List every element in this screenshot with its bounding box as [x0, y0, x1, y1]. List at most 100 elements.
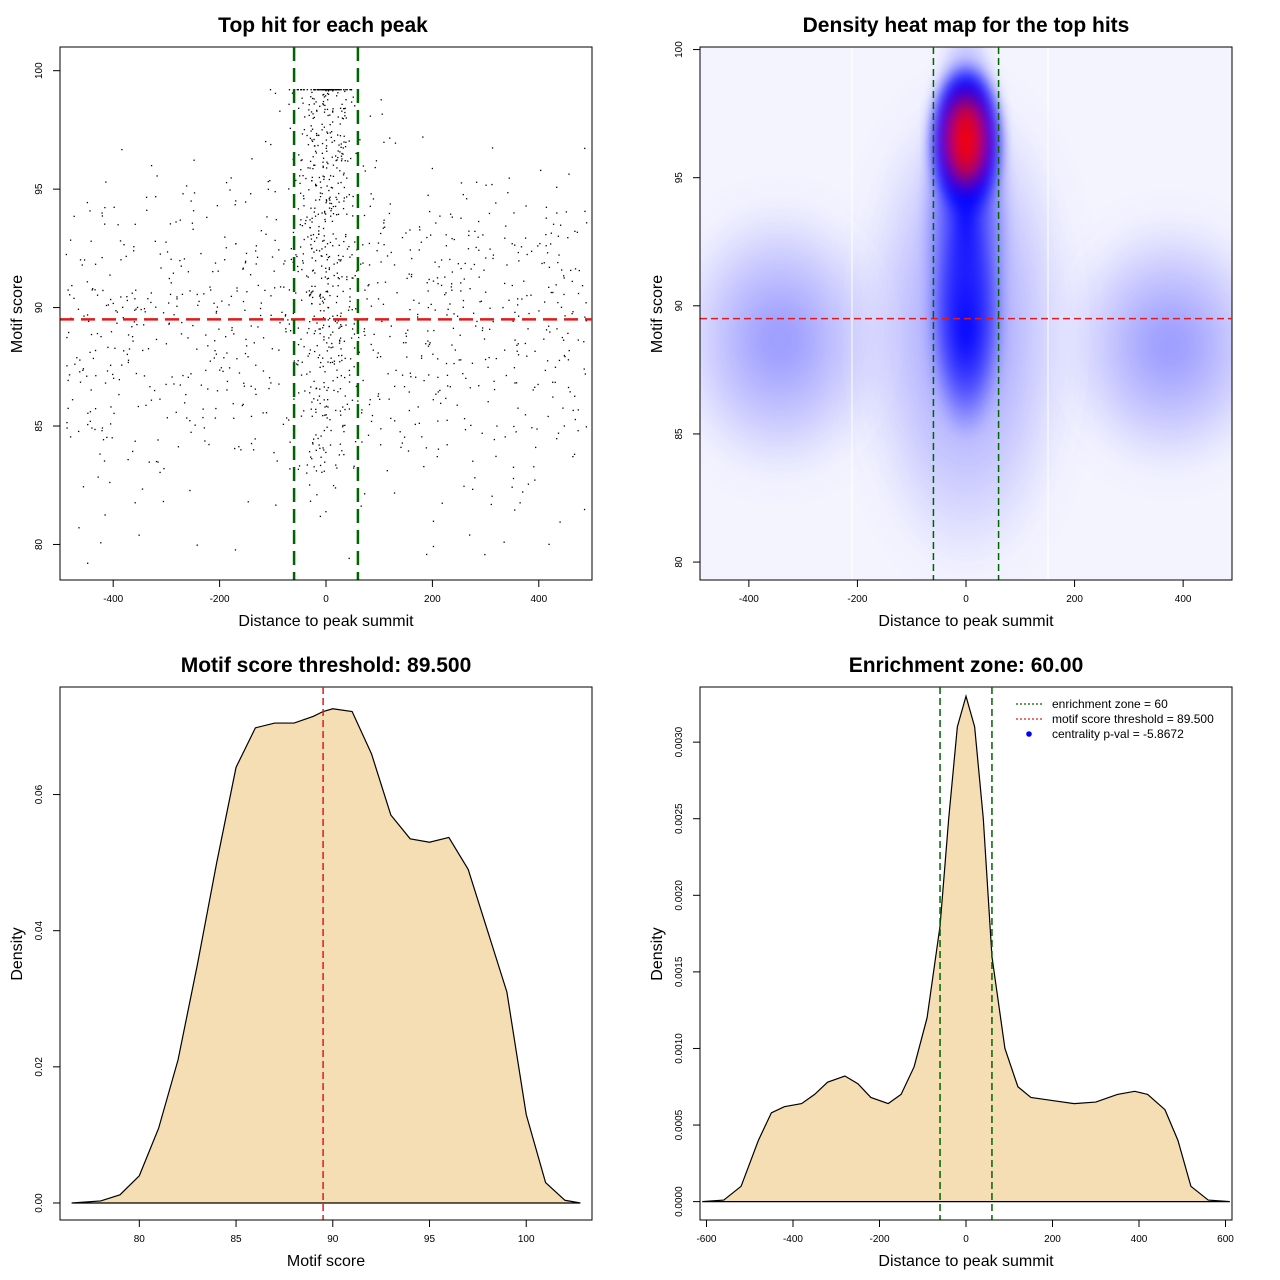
scatter-point: [236, 287, 238, 289]
scatter-point: [302, 253, 305, 255]
scatter-point: [387, 373, 389, 375]
scatter-point: [403, 386, 406, 388]
scatter-point: [346, 213, 348, 215]
y-tick-label: 0.0000: [674, 1186, 685, 1217]
scatter-point: [301, 224, 304, 227]
scatter-point: [379, 356, 382, 358]
scatter-point: [313, 466, 315, 468]
scatter-point: [520, 246, 523, 248]
scatter-point: [210, 289, 212, 291]
scatter-point: [159, 471, 161, 474]
scatter-point: [302, 195, 305, 197]
scatter-point: [449, 213, 452, 215]
scatter-point: [386, 255, 389, 257]
scatter-point: [422, 136, 424, 138]
scatter-point: [150, 292, 152, 294]
scatter-point: [95, 375, 97, 377]
scatter-point: [329, 123, 331, 126]
scatter-point: [478, 220, 480, 223]
scatter-point: [335, 464, 337, 466]
scatter-point: [325, 199, 328, 201]
scatter-point: [270, 314, 272, 316]
scatter-point: [548, 543, 550, 545]
scatter-point: [574, 418, 577, 421]
scatter-point: [310, 234, 312, 237]
scatter-point: [567, 332, 569, 335]
scatter-point: [107, 304, 110, 306]
scatter-point: [445, 292, 447, 294]
scatter-point: [322, 414, 324, 417]
scatter-point: [334, 320, 337, 322]
scatter-point: [558, 254, 560, 256]
scatter-point: [288, 103, 290, 105]
scatter-point: [115, 310, 117, 312]
scatter-point: [92, 288, 94, 290]
scatter-point: [209, 286, 211, 288]
scatter-point: [323, 96, 326, 98]
scatter-point: [288, 419, 290, 421]
scatter-point: [541, 262, 543, 265]
scatter-point: [524, 342, 527, 345]
scatter-point: [312, 269, 315, 271]
scatter-point: [300, 89, 303, 91]
scatter-point: [318, 395, 321, 397]
scatter-point: [128, 348, 131, 350]
scatter-point: [309, 219, 311, 221]
scatter-point: [308, 109, 310, 111]
scatter-point: [353, 465, 355, 467]
scatter-point: [376, 356, 379, 359]
scatter-point: [307, 236, 309, 238]
scatter-point: [322, 103, 324, 105]
scatter-point: [86, 201, 89, 204]
scatter-point: [312, 156, 314, 158]
scatter-point: [214, 349, 216, 352]
scatter-point: [157, 439, 159, 441]
scatter-point: [345, 233, 347, 236]
scatter-point: [329, 89, 331, 91]
scatter-point: [382, 227, 385, 229]
scatter-point: [302, 175, 304, 177]
y-tick-label: 90: [674, 300, 685, 312]
scatter-point: [324, 108, 326, 111]
scatter-point: [528, 312, 530, 315]
scatter-point: [496, 425, 498, 427]
scatter-point: [568, 349, 570, 352]
scatter-point: [481, 432, 483, 434]
scatter-point: [104, 206, 106, 209]
scatter-point: [329, 199, 331, 201]
scatter-point: [285, 328, 287, 330]
scatter-point: [278, 349, 280, 351]
scatter-point: [337, 285, 339, 287]
scatter-point: [327, 93, 330, 95]
scatter-point: [436, 277, 439, 279]
y-tick-label: 100: [34, 62, 45, 79]
scatter-point: [437, 282, 439, 285]
scatter-point: [330, 347, 332, 349]
scatter-point: [234, 204, 236, 206]
scatter-point: [327, 162, 329, 165]
score-density-panel: Motif score threshold: 89.500 80 85 90 95 10…: [9, 654, 593, 1270]
scatter-point: [325, 511, 327, 513]
scatter-point: [480, 300, 483, 302]
scatter-point: [244, 352, 247, 355]
scatter-point: [288, 323, 290, 325]
scatter-point: [367, 285, 369, 287]
scatter-point: [323, 336, 325, 338]
scatter-point: [316, 110, 318, 112]
scatter-point: [320, 456, 322, 458]
scatter-point: [304, 390, 306, 392]
scatter-point: [328, 178, 330, 181]
scatter-point: [394, 142, 397, 144]
scatter-point: [313, 332, 315, 335]
scatter-point: [134, 298, 136, 300]
scatter-point: [338, 259, 340, 261]
scatter-point: [180, 333, 183, 335]
scatter-point: [311, 91, 313, 94]
scatter-point: [233, 333, 235, 335]
scatter-point: [319, 294, 321, 297]
scatter-point: [394, 385, 396, 388]
scatter-point: [200, 252, 202, 255]
scatter-point: [312, 167, 314, 170]
scatter-point: [475, 181, 478, 183]
